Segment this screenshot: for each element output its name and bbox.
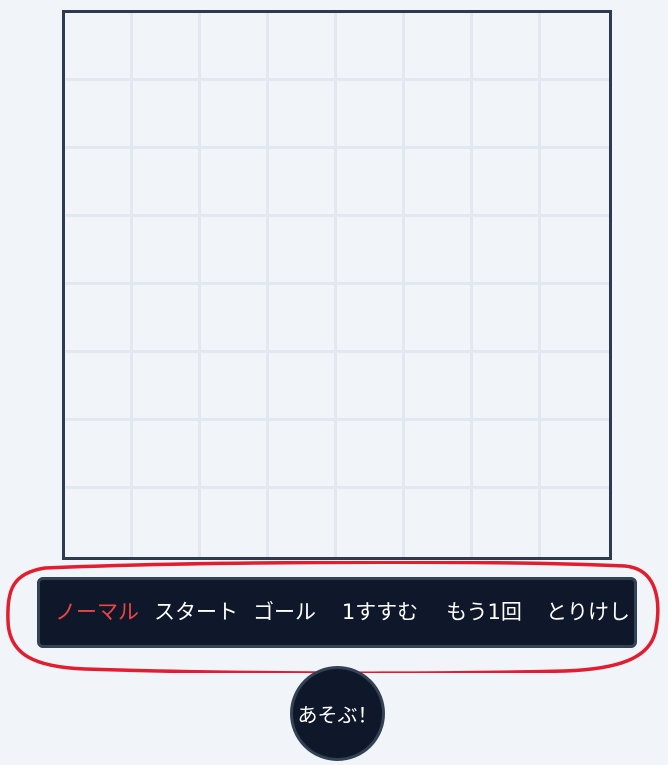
grid-cell[interactable] (337, 489, 405, 557)
grid-cell[interactable] (133, 489, 201, 557)
grid-cell[interactable] (133, 285, 201, 353)
grid-cell[interactable] (65, 149, 133, 217)
grid-cell[interactable] (133, 421, 201, 489)
mode-button-goal[interactable]: ゴール (253, 580, 315, 645)
grid-cell[interactable] (473, 421, 541, 489)
grid-cell[interactable] (65, 81, 133, 149)
grid-cell[interactable] (541, 217, 609, 285)
grid-cell[interactable] (201, 217, 269, 285)
grid-cell[interactable] (65, 217, 133, 285)
grid-cell[interactable] (473, 149, 541, 217)
grid-cell[interactable] (201, 421, 269, 489)
grid-cell[interactable] (133, 149, 201, 217)
mode-button-start[interactable]: スタート (154, 580, 232, 645)
grid-cell[interactable] (541, 149, 609, 217)
grid-cell[interactable] (201, 81, 269, 149)
grid-cell[interactable] (337, 81, 405, 149)
grid-cell[interactable] (337, 217, 405, 285)
grid-cell[interactable] (65, 13, 133, 81)
grid-cell[interactable] (201, 13, 269, 81)
grid-cell[interactable] (201, 353, 269, 421)
grid-cell[interactable] (269, 353, 337, 421)
grid-cell[interactable] (201, 285, 269, 353)
grid-cell[interactable] (133, 217, 201, 285)
grid-cell[interactable] (269, 149, 337, 217)
mode-toolbar: ノーマル スタート ゴール 1すすむ もう1回 とりけし (37, 577, 637, 648)
grid-cell[interactable] (405, 81, 473, 149)
grid-cell[interactable] (405, 421, 473, 489)
grid-cell[interactable] (201, 149, 269, 217)
grid-cell[interactable] (473, 489, 541, 557)
grid-cell[interactable] (405, 13, 473, 81)
grid-cell[interactable] (133, 81, 201, 149)
grid-cell[interactable] (337, 285, 405, 353)
grid-cell[interactable] (133, 13, 201, 81)
grid-cell[interactable] (405, 285, 473, 353)
grid-cell[interactable] (473, 81, 541, 149)
grid-cell[interactable] (269, 489, 337, 557)
grid-cell[interactable] (337, 353, 405, 421)
grid-cell[interactable] (269, 13, 337, 81)
grid-cell[interactable] (65, 285, 133, 353)
grid-cell[interactable] (65, 489, 133, 557)
grid-cell[interactable] (541, 13, 609, 81)
grid-cell[interactable] (65, 421, 133, 489)
grid-cell[interactable] (269, 217, 337, 285)
grid-cell[interactable] (473, 353, 541, 421)
grid-cell[interactable] (201, 489, 269, 557)
mode-button-normal[interactable]: ノーマル (55, 580, 133, 645)
grid-cell[interactable] (541, 81, 609, 149)
grid-cell[interactable] (541, 353, 609, 421)
grid-cell[interactable] (405, 149, 473, 217)
mode-button-one-more[interactable]: もう1回 (445, 580, 523, 645)
grid-cell[interactable] (133, 353, 201, 421)
grid-cell[interactable] (337, 421, 405, 489)
grid-cell[interactable] (405, 353, 473, 421)
grid-cell[interactable] (405, 217, 473, 285)
mode-button-erase[interactable]: とりけし (546, 580, 624, 645)
grid-cell[interactable] (337, 13, 405, 81)
grid-cell[interactable] (473, 217, 541, 285)
grid-cell[interactable] (541, 285, 609, 353)
board-grid (62, 10, 612, 560)
grid-cell[interactable] (337, 149, 405, 217)
grid-cell[interactable] (473, 285, 541, 353)
grid-cell[interactable] (541, 421, 609, 489)
grid-cell[interactable] (473, 13, 541, 81)
grid-cell[interactable] (541, 489, 609, 557)
mode-button-advance-one[interactable]: 1すすむ (341, 580, 419, 645)
grid-cell[interactable] (405, 489, 473, 557)
grid-cell[interactable] (65, 353, 133, 421)
grid-cell[interactable] (269, 285, 337, 353)
grid-cell[interactable] (269, 421, 337, 489)
grid-cell[interactable] (269, 81, 337, 149)
play-button[interactable]: あそぶ！ (290, 666, 385, 761)
